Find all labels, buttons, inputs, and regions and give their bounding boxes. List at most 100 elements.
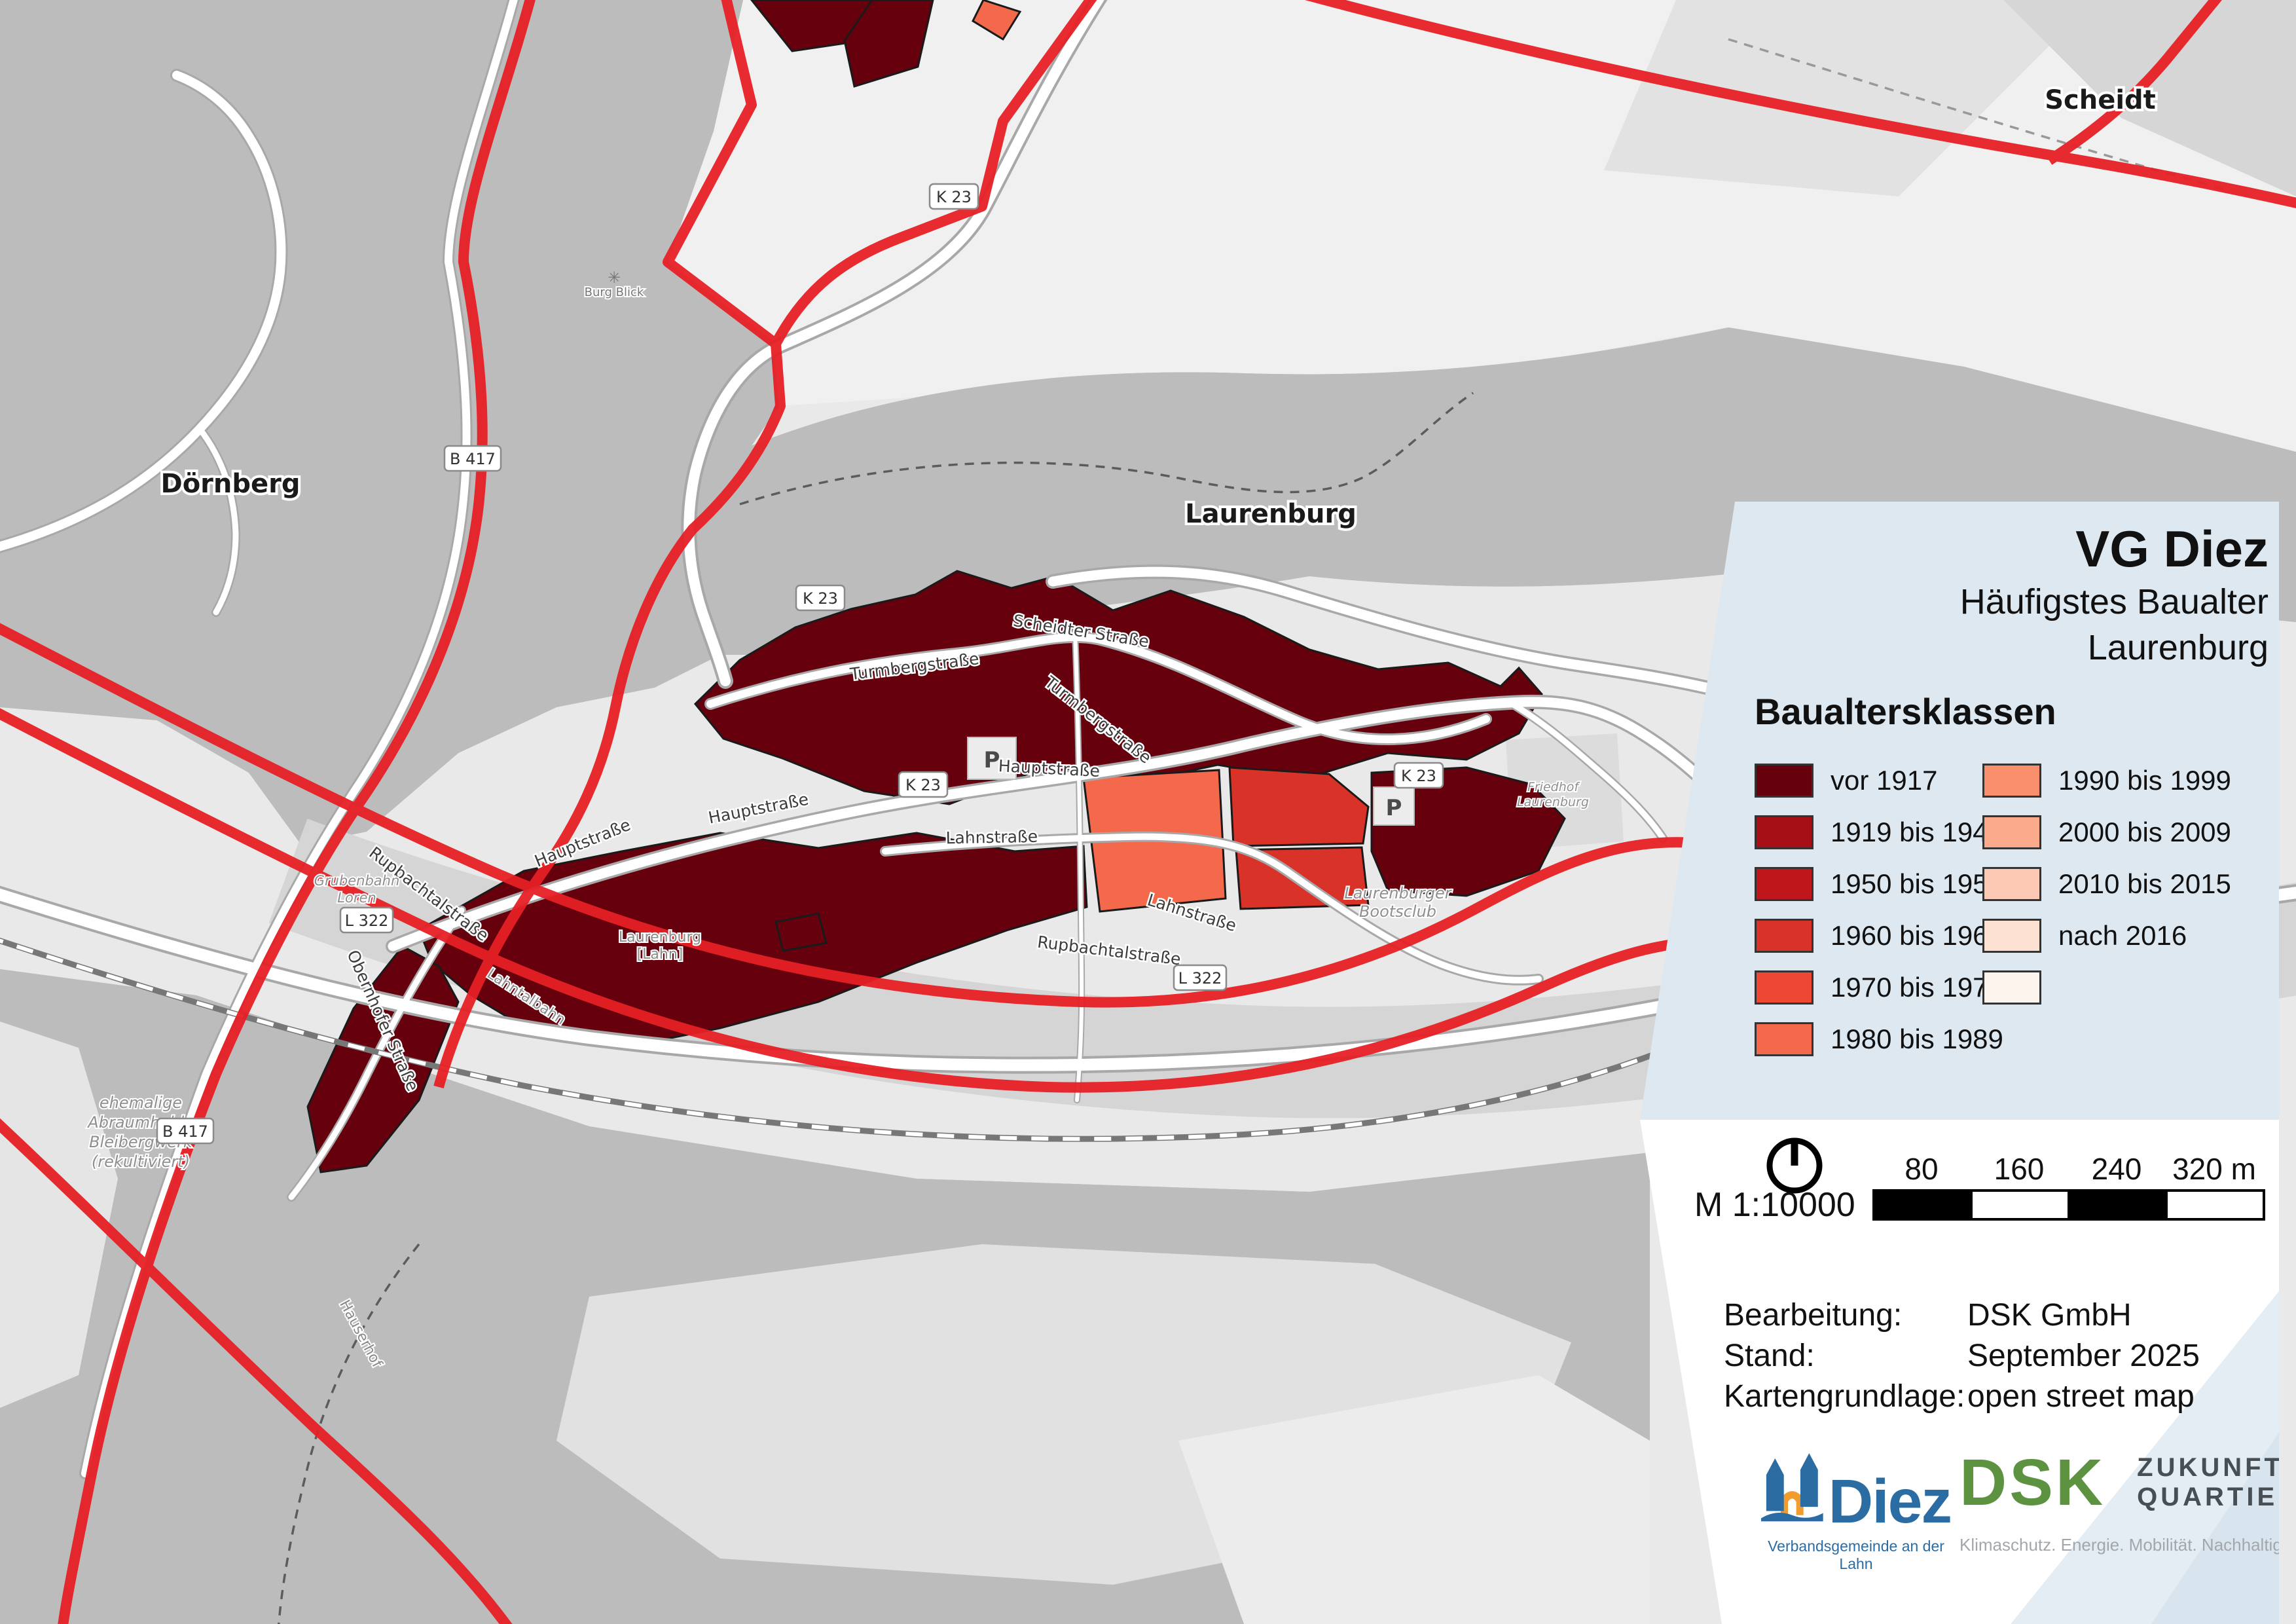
road-shield-b417: B 417 xyxy=(443,445,502,472)
diez-logo: Diez Verbandsgemeinde an der Lahn xyxy=(1761,1439,1952,1573)
credits-block: Bearbeitung: DSK GmbH Stand: September 2… xyxy=(1724,1295,2200,1417)
place-label-dornberg: Dörnberg xyxy=(160,469,300,499)
svg-text:K 23: K 23 xyxy=(905,776,941,794)
diez-logo-text: Diez xyxy=(1828,1466,1952,1536)
legend-label: nach 2016 xyxy=(2058,920,2187,951)
svg-text:L 322: L 322 xyxy=(345,912,389,930)
svg-text:B 417: B 417 xyxy=(162,1122,208,1141)
railway-line xyxy=(0,937,1736,1142)
page-area: Laurenburg xyxy=(2087,627,2269,667)
place-label-laurenburg: Laurenburg xyxy=(1185,499,1357,529)
svg-text:K 23: K 23 xyxy=(1401,767,1436,785)
page-title: VG Diez xyxy=(2075,520,2269,578)
legend-label: vor 1917 xyxy=(1831,765,1938,796)
credit-value: DSK GmbH xyxy=(1967,1298,2132,1333)
legend-label: 1970 bis 1979 xyxy=(1831,972,2003,1003)
legend-swatch xyxy=(1982,970,2041,1005)
legend-item: 1919 bis 1949 xyxy=(1755,815,2003,849)
legend-item: 1960 bis 1969 xyxy=(1755,919,2003,953)
legend-swatch xyxy=(1755,1022,1813,1056)
dsk-quartier: QUARTIER xyxy=(2137,1483,2296,1511)
note-grubenbahn: Loren xyxy=(337,890,376,906)
legend-label: 2010 bis 2015 xyxy=(2058,868,2231,899)
diez-castle-icon xyxy=(1761,1453,1823,1522)
title-block: VG Diez Häufigstes Baualter Laurenburg xyxy=(1640,520,2269,671)
legend-swatch xyxy=(1755,867,1813,901)
road-shield-b417: B 417 xyxy=(156,1117,215,1145)
dsk-logo-text: DSK xyxy=(1959,1446,2106,1519)
road-shield-l322: L 322 xyxy=(1173,964,1228,991)
parking-icon: P xyxy=(984,747,1000,773)
legend-swatch xyxy=(1755,919,1813,953)
note-abraumhalde: ehemalige xyxy=(100,1094,182,1112)
svg-text:K 23: K 23 xyxy=(936,188,972,206)
legend-item: 1970 bis 1979 xyxy=(1755,970,2003,1005)
legend-label: 2000 bis 2009 xyxy=(2058,817,2231,847)
scale-tick-labels: 80 160 240 320 m xyxy=(1872,1151,2265,1186)
note-friedhof: Friedhof xyxy=(1527,780,1580,794)
svg-text:B 417: B 417 xyxy=(450,450,496,468)
legend-swatch xyxy=(1755,815,1813,849)
buildings-vor-1917 xyxy=(306,0,1566,1173)
road-shield-k23: K 23 xyxy=(898,771,949,798)
scale-tick: 320 m xyxy=(2172,1152,2256,1186)
svg-text:K 23: K 23 xyxy=(803,589,838,608)
parking-areas xyxy=(967,737,1415,826)
info-panel: M 1:10000 80 160 240 320 m Bearbeitung: … xyxy=(1640,1120,2279,1624)
viewpoint-label-burgblick: Burg Blick xyxy=(585,286,644,299)
viewpoint-icon: ✳ xyxy=(608,268,621,287)
dsk-zukunft: ZUKUNFT xyxy=(2137,1453,2284,1483)
note-friedhof: Laurenburg xyxy=(1517,795,1589,809)
dsk-logo: DSK ZUKUNFT QUARTIER Klimaschutz. Energi… xyxy=(1959,1446,2279,1555)
credit-value: open street map xyxy=(1967,1379,2195,1414)
legend-label: 1980 bis 1989 xyxy=(1831,1024,2003,1054)
credit-row: Bearbeitung: DSK GmbH xyxy=(1724,1295,2200,1336)
legend-swatch xyxy=(1982,764,2041,798)
parking-icon: P xyxy=(1386,795,1402,821)
note-abraumhalde: Bleibergwerk xyxy=(89,1133,193,1151)
credit-row: Stand: September 2025 xyxy=(1724,1336,2200,1376)
note-abraumhalde: (rekultiviert) xyxy=(92,1153,190,1171)
legend-label: 1960 bis 1969 xyxy=(1831,920,2003,951)
legend-label: 1950 bis 1959 xyxy=(1831,868,2003,899)
page-subtitle: Häufigstes Baualter xyxy=(1959,581,2269,621)
legend-item xyxy=(1982,970,2231,1005)
credit-label: Bearbeitung: xyxy=(1724,1298,1903,1333)
legend-swatch xyxy=(1755,764,1813,798)
diez-logo-subtitle: Verbandsgemeinde an der Lahn xyxy=(1768,1538,1944,1572)
credit-label: Stand: xyxy=(1724,1338,1815,1373)
station-label: Laurenburg xyxy=(619,929,701,946)
legend-column-2: 1990 bis 1999 2000 bis 2009 2010 bis 201… xyxy=(1982,764,2231,1022)
legend-item: 1990 bis 1999 xyxy=(1982,764,2231,798)
svg-text:L 322: L 322 xyxy=(1178,969,1222,987)
legend-item: 1950 bis 1959 xyxy=(1755,867,2003,901)
legend-heading: Baualtersklassen xyxy=(1755,691,2056,732)
scale-tick: 80 xyxy=(1904,1152,1939,1186)
legend-label: 1919 bis 1949 xyxy=(1831,817,2003,847)
place-label-scheidt: Scheidt xyxy=(2045,85,2156,115)
north-compass-icon xyxy=(1766,1137,1823,1194)
credit-row: Kartengrundlage: open street map xyxy=(1724,1376,2200,1417)
scale-ratio: M 1:10000 xyxy=(1694,1186,1855,1224)
scale-tick: 240 xyxy=(2091,1152,2142,1186)
legend-item: vor 1917 xyxy=(1755,764,2003,798)
legend-swatch xyxy=(1982,815,2041,849)
road-shield-k23: K 23 xyxy=(795,584,846,612)
note-bootsclub: Laurenburger xyxy=(1344,884,1452,902)
road-shield-k23: K 23 xyxy=(928,183,979,210)
road-shield-l322: L 322 xyxy=(339,906,394,934)
note-grubenbahn: Grubenbahn xyxy=(314,873,400,889)
note-bootsclub: Bootsclub xyxy=(1359,902,1436,921)
station-label: [Lahn] xyxy=(637,946,683,963)
legend-item: 2000 bis 2009 xyxy=(1982,815,2231,849)
credit-label: Kartengrundlage: xyxy=(1724,1379,1965,1414)
scale-bar xyxy=(1872,1189,2265,1221)
legend-swatch xyxy=(1982,867,2041,901)
scale-tick: 160 xyxy=(1994,1152,2045,1186)
credit-value: September 2025 xyxy=(1967,1338,2200,1373)
road-shields: K 23 K 23 K 23 K 23 L 322 L 322 B 417 B … xyxy=(156,183,1444,1145)
legend-swatch xyxy=(1755,970,1813,1005)
road-shield-k23: K 23 xyxy=(1393,762,1444,789)
